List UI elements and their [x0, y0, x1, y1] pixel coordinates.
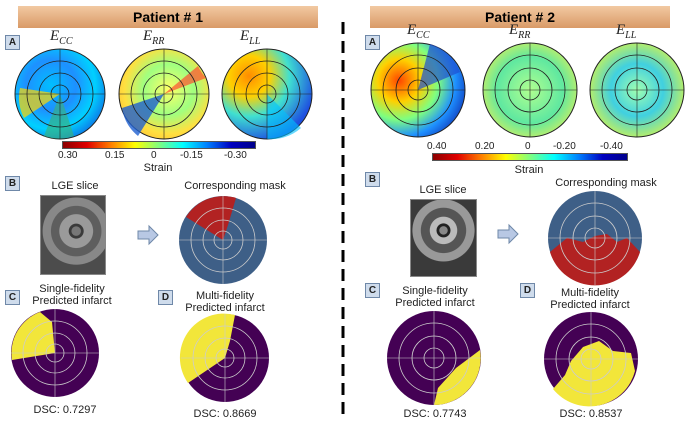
patient1-single-caption-2: Predicted infarct [32, 295, 112, 307]
patient1-single-prediction [11, 309, 99, 397]
patient1-mask-caption: Corresponding mask [184, 180, 286, 192]
patient1-mask-bullseye [179, 196, 267, 284]
patient2-ell-label: ELL [616, 22, 637, 41]
patient1-multi-prediction [179, 313, 269, 402]
patient1-err-label: ERR [143, 28, 165, 47]
patient2-lge-caption: LGE slice [419, 184, 467, 196]
patient2-tick-2: 0 [525, 141, 531, 152]
patient2-title-banner: Patient # 2 [370, 6, 670, 28]
patient2-single-prediction [387, 311, 481, 405]
patient1-lge-image [40, 195, 106, 275]
patient1-multi-caption-1: Multi-fidelity [195, 290, 255, 302]
patient1-dsc-multi: DSC: 0.8669 [193, 408, 257, 420]
patient1-panel-a-tag: A [5, 35, 20, 50]
patient-divider [341, 22, 345, 417]
patient1-tick-2: 0 [151, 150, 157, 161]
patient1-ecc-label: ECC [50, 28, 73, 47]
patient2-mask-bullseye [548, 191, 642, 286]
patient1-tick-0: 0.30 [58, 150, 78, 161]
patient2-err-label: ERR [509, 22, 531, 41]
patient2-single-caption-2: Predicted infarct [395, 297, 475, 309]
patient1-multi-caption-2: Predicted infarct [185, 302, 265, 314]
patient1-colorbar [62, 141, 256, 149]
patient2-ell-bullseye [589, 42, 685, 138]
patient1-tick-1: 0.15 [105, 150, 125, 161]
patient2-dsc-single: DSC: 0.7743 [403, 408, 467, 420]
patient2-tick-1: 0.20 [475, 141, 495, 152]
patient2-panel-c-tag: C [365, 283, 380, 298]
patient2-multi-caption-2: Predicted infarct [550, 299, 630, 311]
patient2-arrow-icon [497, 223, 519, 245]
patient1-title-banner: Patient # 1 [18, 6, 318, 28]
patient1-single-caption-1: Single-fidelity [39, 283, 105, 295]
patient1-err-bullseye [118, 48, 210, 140]
patient1-tick-4: -0.30 [224, 150, 247, 161]
patient1-lge-caption: LGE slice [51, 180, 99, 192]
patient1-ell-label: ELL [240, 28, 261, 47]
patient2-ecc-bullseye [370, 42, 466, 138]
patient2-multi-prediction [544, 312, 638, 407]
patient2-colorbar [432, 153, 628, 161]
patient1-panel-b-tag: B [5, 176, 20, 191]
patient2-panel-d-tag: D [520, 283, 535, 298]
patient2-ecc-label: ECC [407, 22, 430, 41]
patient2-strain-label: Strain [514, 164, 544, 176]
patient2-lge-image [410, 199, 477, 277]
patient2-dsc-multi: DSC: 0.8537 [559, 408, 623, 420]
patient2-err-bullseye [482, 42, 578, 138]
patient1-dsc-single: DSC: 0.7297 [33, 404, 97, 416]
patient2-multi-caption-1: Multi-fidelity [560, 287, 620, 299]
patient1-panel-d-tag: D [158, 290, 173, 305]
patient1-panel-c-tag: C [5, 290, 20, 305]
patient2-panel-b-tag: B [365, 172, 380, 187]
patient2-mask-caption: Corresponding mask [555, 177, 657, 189]
patient1-arrow-icon [137, 224, 159, 246]
patient2-single-caption-1: Single-fidelity [402, 285, 468, 297]
patient2-tick-4: -0.40 [600, 141, 623, 152]
patient1-ecc-bullseye [14, 48, 106, 140]
patient1-ell-bullseye [221, 48, 313, 140]
patient2-tick-3: -0.20 [553, 141, 576, 152]
patient2-tick-0: 0.40 [427, 141, 447, 152]
patient1-tick-3: -0.15 [180, 150, 203, 161]
patient2-panel-a-tag: A [365, 35, 380, 50]
patient1-strain-label: Strain [143, 162, 173, 174]
